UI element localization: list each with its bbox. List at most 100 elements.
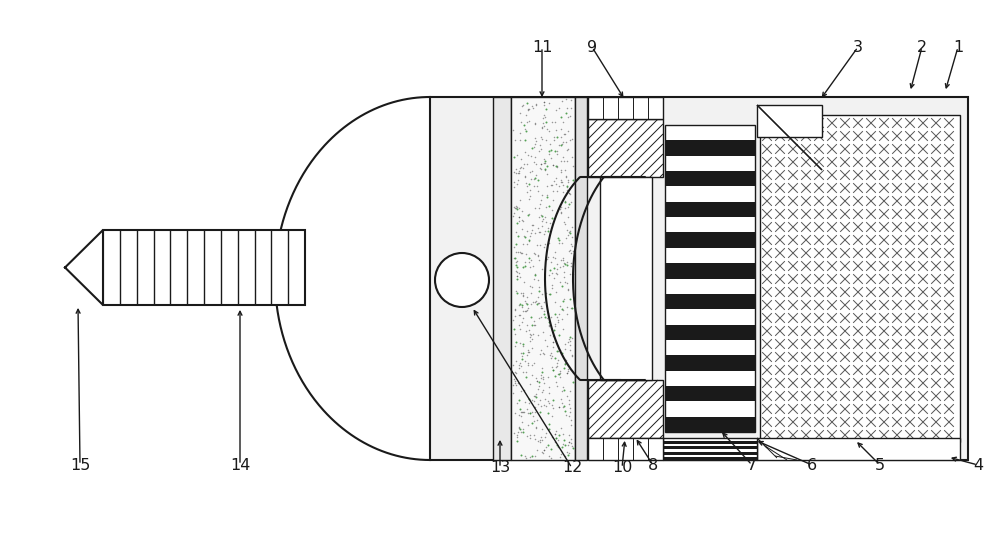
Point [523,330,539,339]
Point [558,137,574,146]
Point [528,423,544,432]
Point [534,303,550,312]
Point [531,147,547,155]
Point [518,298,534,307]
Point [534,216,550,225]
Point [561,188,577,197]
Point [536,379,552,387]
Point [536,306,552,315]
Bar [588,97,663,119]
Point [514,408,530,416]
Point [521,235,537,244]
Point [530,223,546,232]
Point [524,101,540,110]
Point [514,351,530,360]
Point [523,313,539,322]
Point [554,238,570,247]
Point [526,431,542,440]
Point [541,98,557,107]
Point [530,252,546,260]
Point [509,150,525,159]
Point [525,261,541,270]
Point [527,321,543,329]
Point [511,217,527,225]
Point [508,240,524,248]
Point [527,152,543,161]
Point [544,206,560,214]
Point [549,312,565,321]
Point [553,132,569,141]
Point [551,104,567,113]
Point [521,194,537,203]
Bar [760,115,960,442]
Point [512,425,528,434]
Point [514,302,530,311]
Point [520,348,536,357]
Point [545,332,561,341]
Point [533,302,549,311]
Point [508,203,524,212]
Point [517,261,533,270]
Point [535,349,551,358]
Point [545,196,561,205]
Point [544,401,560,410]
Point [526,417,542,426]
Point [556,385,572,394]
Text: 12: 12 [562,461,582,475]
Point [549,187,565,196]
Point [515,306,531,315]
Point [549,270,565,278]
Point [559,447,575,456]
Point [537,395,553,404]
Point [558,411,574,420]
Point [545,366,561,375]
Point [515,292,531,300]
Point [548,126,564,135]
Point [548,363,564,371]
Text: 15: 15 [70,457,90,473]
Point [562,228,578,237]
Point [516,160,532,168]
Point [527,408,543,416]
Bar [103,230,305,305]
Point [563,197,579,206]
Point [512,129,528,137]
Point [548,434,564,443]
Point [526,397,542,405]
Point [561,430,577,439]
Point [513,348,529,357]
Point [548,426,564,435]
Point [506,428,522,437]
Point [540,253,556,261]
Point [523,300,539,309]
Point [547,298,563,306]
Point [531,313,547,322]
Point [515,291,531,300]
Point [507,376,523,385]
Point [554,97,570,106]
Point [518,307,534,316]
Point [547,429,563,438]
Point [562,295,578,304]
Point [513,427,529,436]
Point [541,239,557,248]
Point [525,411,541,420]
Text: 9: 9 [587,39,597,55]
Point [557,451,573,460]
Point [551,310,567,319]
Point [511,424,527,433]
Point [544,281,560,290]
Point [522,191,538,200]
Point [534,368,550,377]
Point [563,439,579,447]
Point [514,354,530,363]
Point [535,373,551,382]
Point [563,434,579,443]
Point [561,438,577,447]
Point [505,211,521,220]
Point [531,255,547,264]
Point [505,380,521,389]
Point [514,216,530,224]
Point [525,329,541,338]
Point [521,180,537,189]
